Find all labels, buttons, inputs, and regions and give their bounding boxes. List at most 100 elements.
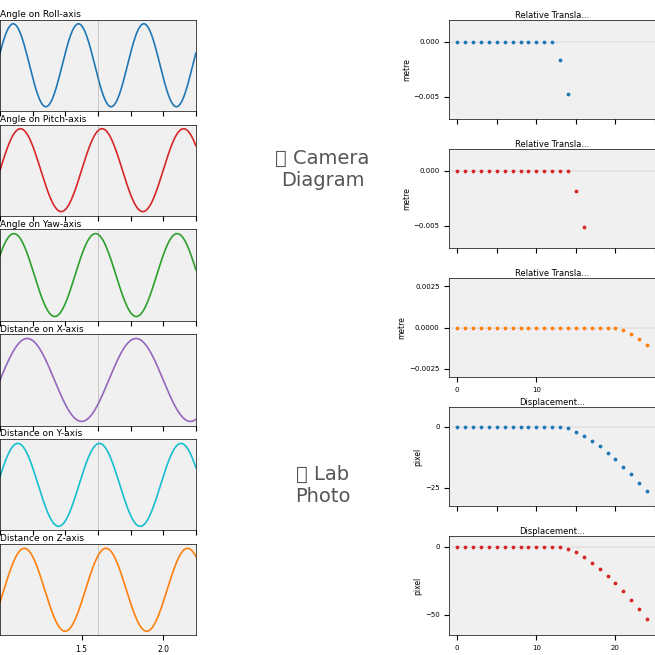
Point (586, 269, 597, 280)
Point (618, 461, 629, 472)
Point (547, 421, 557, 432)
Point (547, 542, 557, 552)
Point (531, 421, 542, 432)
Point (571, 547, 581, 557)
Point (452, 542, 462, 552)
Point (483, 322, 494, 333)
Point (555, 421, 565, 432)
Point (491, 542, 502, 552)
Point (603, 389, 613, 400)
Y-axis label: metre: metre (398, 316, 407, 339)
Point (515, 421, 526, 432)
Point (603, 322, 613, 333)
Point (563, 322, 573, 333)
Point (500, 322, 510, 333)
Point (547, 322, 557, 333)
Point (500, 37, 510, 47)
Y-axis label: pixel: pixel (413, 576, 422, 595)
Point (483, 542, 494, 552)
Point (539, 166, 550, 176)
Point (491, 166, 502, 176)
Point (508, 421, 518, 432)
Point (618, 324, 629, 335)
Point (586, 242, 597, 252)
Point (555, 166, 565, 176)
Point (539, 421, 550, 432)
Point (508, 542, 518, 552)
Point (594, 326, 605, 336)
Y-axis label: metre: metre (402, 58, 411, 81)
Text: Distance on Y-axis: Distance on Y-axis (0, 430, 83, 438)
Point (594, 564, 605, 574)
Point (610, 454, 621, 464)
Point (523, 37, 534, 47)
Point (618, 535, 629, 546)
Point (586, 557, 597, 568)
Point (563, 544, 573, 554)
Point (468, 322, 478, 333)
Point (476, 542, 486, 552)
Point (571, 185, 581, 196)
Point (460, 166, 470, 176)
Point (571, 426, 581, 437)
Title: Relative Transla...: Relative Transla... (515, 10, 590, 20)
Point (500, 166, 510, 176)
Point (468, 37, 478, 47)
Point (539, 542, 550, 552)
Point (452, 322, 462, 333)
Point (578, 222, 589, 233)
Point (578, 322, 589, 333)
Point (547, 37, 557, 47)
Point (555, 55, 565, 66)
Point (531, 322, 542, 333)
Point (603, 571, 613, 581)
Y-axis label: metre: metre (402, 187, 411, 210)
Point (539, 37, 550, 47)
Point (586, 436, 597, 446)
Point (476, 166, 486, 176)
Title: Relative Transla...: Relative Transla... (515, 140, 590, 149)
Point (531, 542, 542, 552)
Point (634, 477, 645, 488)
Point (642, 486, 652, 496)
Text: Angle on Yaw-axis: Angle on Yaw-axis (0, 219, 81, 229)
Point (626, 595, 637, 605)
Point (508, 37, 518, 47)
Title: Displacement...: Displacement... (519, 527, 585, 536)
Point (603, 447, 613, 458)
Point (626, 617, 637, 627)
Point (460, 421, 470, 432)
Point (571, 132, 581, 142)
Point (626, 329, 637, 339)
Point (634, 604, 645, 614)
Point (508, 166, 518, 176)
Text: Angle on Roll-axis: Angle on Roll-axis (0, 10, 81, 19)
Point (626, 617, 637, 627)
Point (523, 322, 534, 333)
Point (452, 37, 462, 47)
Point (483, 37, 494, 47)
Point (500, 542, 510, 552)
Title: Relative Transla...: Relative Transla... (515, 269, 590, 278)
Point (618, 586, 629, 597)
Point (523, 166, 534, 176)
Point (515, 322, 526, 333)
Point (476, 421, 486, 432)
Point (555, 542, 565, 552)
Point (491, 37, 502, 47)
Point (563, 88, 573, 99)
Text: Distance on X-axis: Distance on X-axis (0, 325, 84, 333)
Point (563, 423, 573, 434)
Point (523, 542, 534, 552)
Text: 📷 Camera
Diagram: 📷 Camera Diagram (275, 149, 370, 191)
Point (491, 421, 502, 432)
Text: Angle on Pitch-axis: Angle on Pitch-axis (0, 115, 86, 124)
Point (460, 322, 470, 333)
Point (460, 542, 470, 552)
Point (452, 421, 462, 432)
Point (594, 307, 605, 317)
Point (483, 421, 494, 432)
Point (468, 166, 478, 176)
Point (452, 166, 462, 176)
Point (578, 183, 589, 194)
